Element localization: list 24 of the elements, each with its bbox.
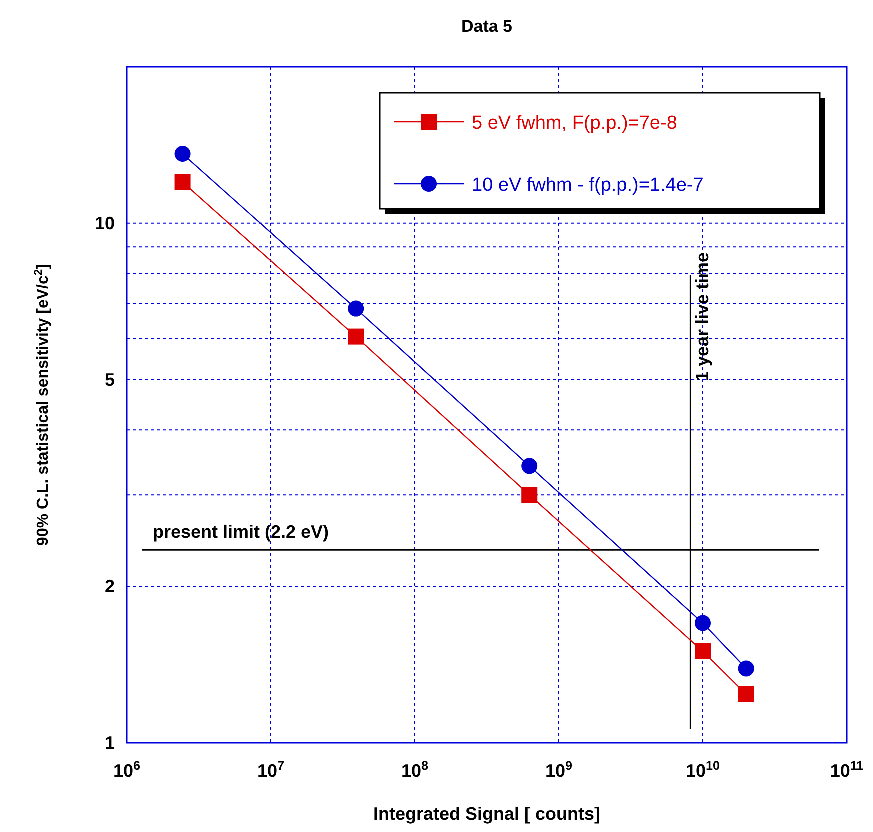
x-tick-label: 10$^{11}$ — [830, 759, 864, 781]
point — [695, 644, 711, 660]
y-tick-label: 5 — [104, 370, 115, 390]
point — [348, 300, 364, 317]
y-tick-label: 1 — [104, 733, 115, 753]
point — [174, 174, 191, 190]
y-tick-label: 2 — [104, 576, 115, 597]
x-axis-title: Integrated Signal [ counts] — [373, 804, 601, 824]
point — [695, 615, 711, 632]
chart-title: Data 5 — [461, 17, 513, 36]
ref-line-label: present limit (2.2 eV) — [153, 522, 330, 542]
x-tick-label: 10$^{8}$ — [401, 759, 429, 781]
legend-label: 10 eV fwhm - f(p.p.)=1.4e-7 — [472, 175, 704, 196]
point — [522, 458, 538, 474]
x-tick-label: 10$^{7}$ — [257, 759, 285, 781]
point — [522, 487, 538, 504]
point — [348, 328, 364, 345]
x-tick-label: 10$^{6}$ — [113, 759, 141, 781]
legend-label: 5 eV fwhm, F(p.p.)=7e-8 — [472, 113, 678, 134]
y-tick-label: 10 — [94, 213, 115, 234]
x-tick-label: 10$^{9}$ — [545, 759, 573, 781]
ref-line-label: 1 year live time — [692, 252, 713, 382]
point — [174, 146, 191, 162]
x-tick-label: 10$^{10}$ — [686, 759, 720, 781]
